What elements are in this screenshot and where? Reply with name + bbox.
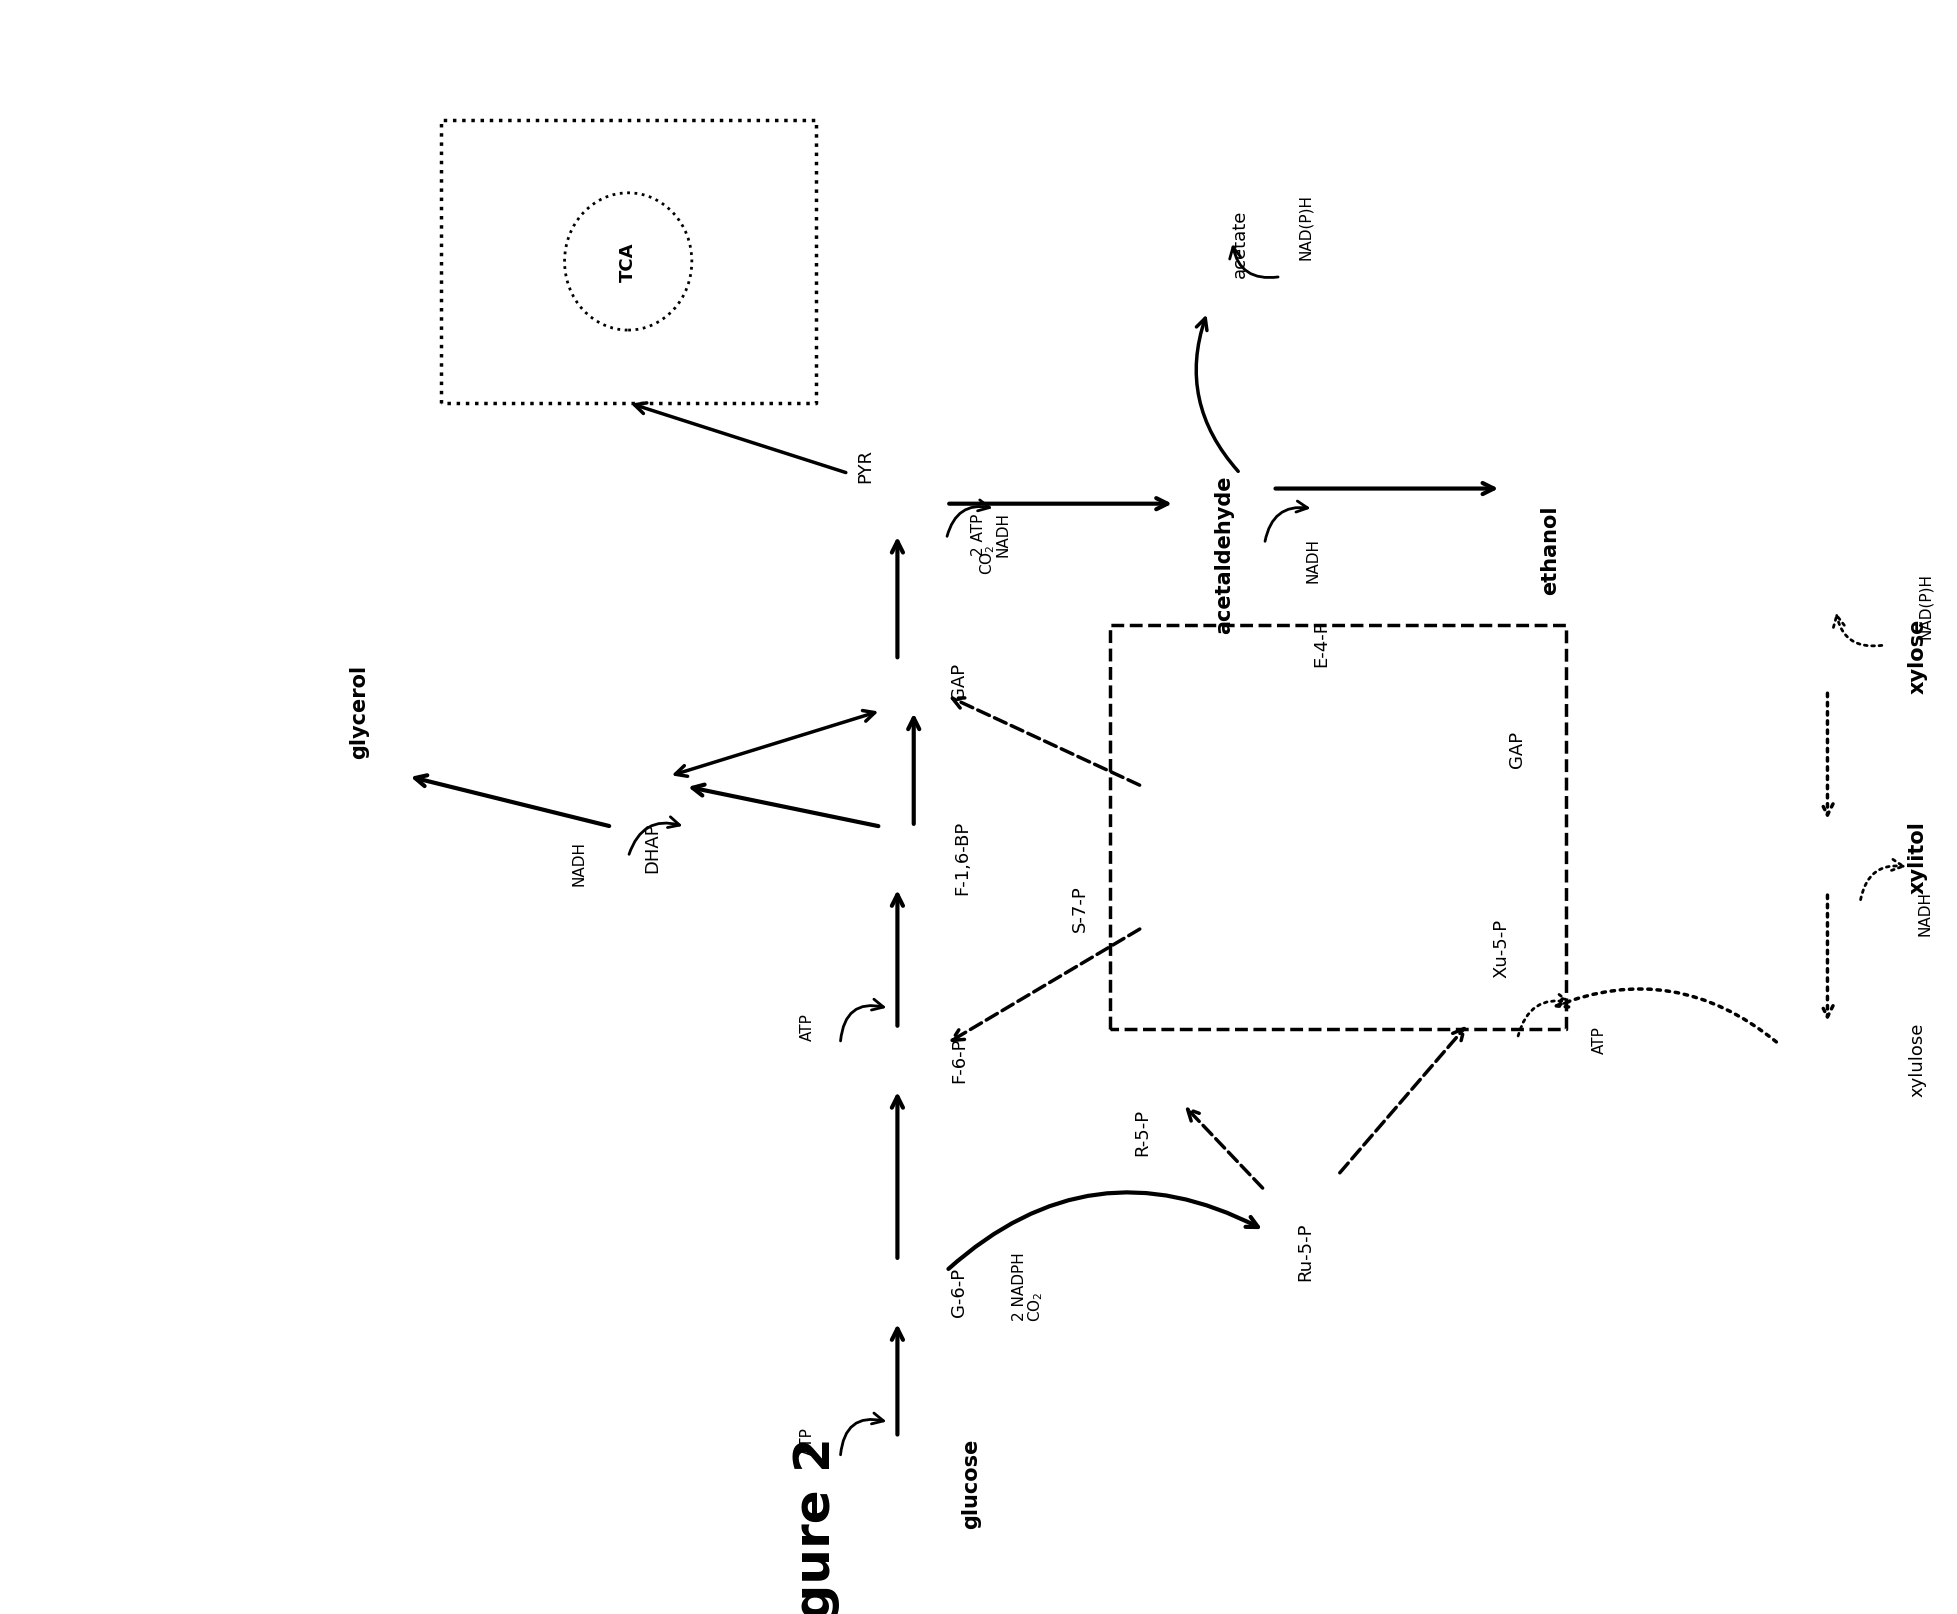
Text: G-6-P: G-6-P [949, 1267, 969, 1315]
Text: Xu-5-P: Xu-5-P [1491, 918, 1509, 978]
Text: glucose: glucose [961, 1438, 980, 1528]
Text: acetaldehyde: acetaldehyde [1213, 476, 1233, 634]
Text: NADH: NADH [996, 512, 1010, 557]
Text: GAP: GAP [949, 662, 969, 699]
Text: DHAP: DHAP [644, 822, 661, 873]
Text: ATP: ATP [800, 1014, 814, 1041]
Text: glycerol: glycerol [348, 663, 368, 759]
Text: TCA: TCA [618, 242, 636, 282]
Text: NADH: NADH [571, 839, 587, 884]
Text: ethanol: ethanol [1540, 505, 1560, 594]
Text: NADH: NADH [1918, 891, 1932, 936]
Text: xylitol: xylitol [1906, 822, 1926, 894]
Text: ATP: ATP [1591, 1025, 1605, 1052]
Text: 2 ATP: 2 ATP [971, 513, 986, 555]
Text: E-4-P: E-4-P [1311, 620, 1331, 667]
Text: GAP: GAP [1507, 730, 1526, 767]
Text: acetate: acetate [1231, 210, 1249, 278]
Text: F-6-P: F-6-P [949, 1036, 969, 1081]
Text: Ru-5-P: Ru-5-P [1296, 1222, 1313, 1280]
Text: S-7-P: S-7-P [1070, 884, 1088, 931]
Text: F-1,6-BP: F-1,6-BP [953, 820, 971, 894]
Text: 2 NADPH: 2 NADPH [1012, 1252, 1027, 1320]
Text: R-5-P: R-5-P [1133, 1109, 1151, 1156]
Text: xylulose: xylulose [1908, 1022, 1926, 1096]
Text: PYR: PYR [855, 449, 873, 483]
Text: xylose: xylose [1906, 618, 1926, 694]
Text: NADH: NADH [1305, 537, 1321, 583]
Text: CO$_2$: CO$_2$ [977, 544, 996, 575]
Text: ATP: ATP [800, 1427, 814, 1454]
Text: CO$_2$: CO$_2$ [1025, 1291, 1045, 1322]
Text: Figure 2: Figure 2 [791, 1436, 840, 1614]
Text: NAD(P)H: NAD(P)H [1918, 573, 1932, 638]
Text: NAD(P)H: NAD(P)H [1297, 194, 1311, 260]
